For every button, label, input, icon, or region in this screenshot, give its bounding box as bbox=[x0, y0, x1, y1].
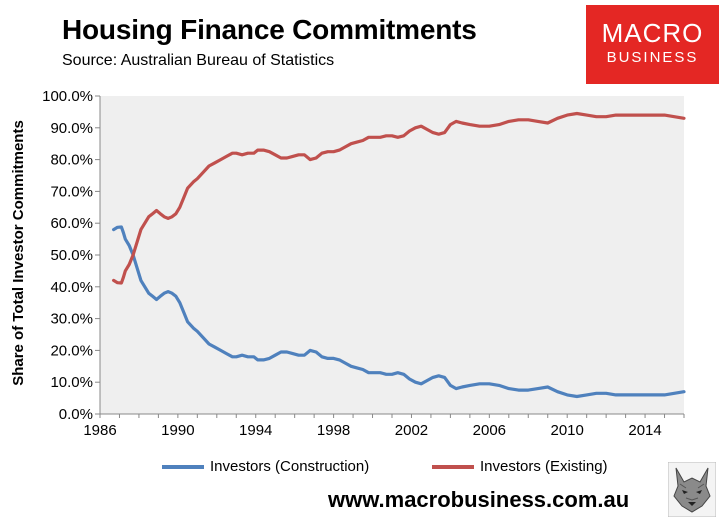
y-axis-label: Share of Total Investor Commitments bbox=[10, 120, 27, 386]
y-tick-label: 60.0% bbox=[50, 215, 93, 232]
y-tick-label: 90.0% bbox=[50, 120, 93, 137]
footer-url[interactable]: www.macrobusiness.com.au bbox=[328, 487, 630, 512]
legend-swatch-existing bbox=[432, 464, 474, 469]
y-tick-label: 0.0% bbox=[59, 406, 93, 423]
x-tick-label: 1998 bbox=[317, 422, 350, 439]
y-tick-label: 40.0% bbox=[50, 279, 93, 296]
chart-title: Housing Finance Commitments bbox=[62, 14, 477, 45]
y-axis: 0.0% 10.0% 20.0% 30.0% 40.0% 50.0% 60.0% 70.0% 8… bbox=[42, 88, 101, 423]
x-tick-label: 1994 bbox=[239, 422, 272, 439]
legend-item-existing: Investors (Existing) bbox=[432, 458, 608, 475]
chart-subtitle: Source: Australian Bureau of Statistics bbox=[62, 52, 335, 69]
x-axis: 1986 1990 1994 1998 2002 2006 2010 2014 bbox=[83, 413, 685, 439]
x-tick-label: 1990 bbox=[161, 422, 194, 439]
x-tick-label: 2014 bbox=[628, 422, 661, 439]
series-line-existing bbox=[112, 111, 686, 285]
y-tick-label: 30.0% bbox=[50, 311, 93, 328]
legend-item-construction: Investors (Construction) bbox=[162, 458, 369, 475]
y-tick-label: 100.0% bbox=[42, 88, 93, 105]
macrobusiness-logo[interactable]: MACRO BUSINESS bbox=[586, 5, 719, 84]
x-tick-label: 2010 bbox=[551, 422, 584, 439]
legend-label-existing: Investors (Existing) bbox=[480, 458, 608, 475]
plot-area bbox=[100, 96, 684, 414]
y-tick-label: 10.0% bbox=[50, 374, 93, 391]
legend-label-construction: Investors (Construction) bbox=[210, 458, 370, 475]
x-tick-label: 2006 bbox=[473, 422, 506, 439]
y-tick-label: 70.0% bbox=[50, 183, 93, 200]
x-tick-label: 2002 bbox=[395, 422, 428, 439]
y-tick-label: 20.0% bbox=[50, 342, 93, 359]
x-tick-label: 1986 bbox=[83, 422, 116, 439]
legend-swatch-construction bbox=[162, 464, 204, 469]
wolf-icon bbox=[668, 462, 716, 517]
series-layer bbox=[112, 111, 686, 399]
y-tick-label: 50.0% bbox=[50, 247, 93, 264]
logo-line-2: BUSINESS bbox=[606, 49, 699, 66]
logo-line-1: MACRO bbox=[601, 18, 704, 48]
series-line-construction bbox=[112, 225, 686, 399]
y-tick-label: 80.0% bbox=[50, 152, 93, 169]
